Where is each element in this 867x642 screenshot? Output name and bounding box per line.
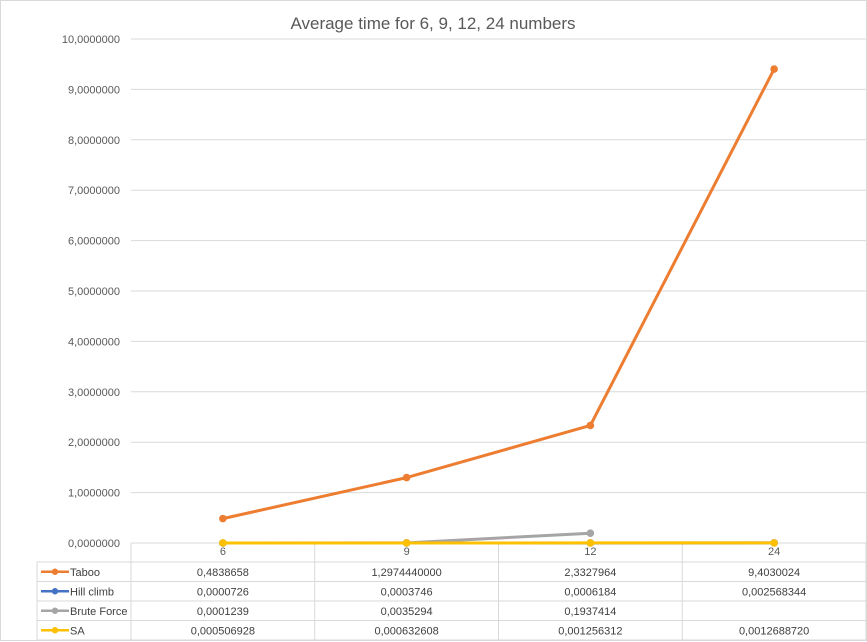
table-cell-value: 0,4838658	[197, 567, 249, 579]
series-lines	[219, 65, 778, 547]
data-point	[403, 474, 411, 482]
series-line-taboo	[223, 69, 774, 519]
table-cell-value: 1,2974440000	[371, 567, 441, 579]
y-tick-label: 5,0000000	[68, 286, 120, 298]
y-tick-label: 6,0000000	[68, 236, 120, 248]
table-cell-value: 0,001256312	[558, 625, 622, 637]
table-cell-value: 0,0006184	[564, 586, 616, 598]
gridlines	[131, 39, 866, 543]
table-cell-value: 0,1937414	[564, 606, 616, 618]
data-point	[587, 539, 595, 547]
y-tick-label: 8,0000000	[68, 135, 120, 147]
y-tick-label: 3,0000000	[68, 387, 120, 399]
chart-title: Average time for 6, 9, 12, 24 numbers	[290, 14, 575, 33]
data-point	[587, 529, 595, 537]
legend-label: SA	[70, 625, 85, 637]
y-tick-label: 7,0000000	[68, 185, 120, 197]
y-axis-ticks: 0,0000000 1,0000000 2,0000000 3,0000000 4,00…	[62, 34, 120, 550]
legend-label: Hill climb	[70, 586, 114, 598]
table-cell-value: 9,4030024	[748, 567, 800, 579]
y-tick-label: 10,0000000	[62, 34, 120, 46]
table-cell-value: 0,000506928	[191, 625, 255, 637]
data-point	[770, 65, 778, 73]
table-cell-value: 0,002568344	[742, 586, 806, 598]
data-point	[403, 539, 411, 547]
legend-key-marker	[52, 569, 58, 575]
legend-key-marker	[52, 627, 58, 633]
y-tick-label: 1,0000000	[68, 488, 120, 500]
table-cell-value: 2,3327964	[564, 567, 616, 579]
table-cell-value: 0,0001239	[197, 606, 249, 618]
x-category-label: 6	[220, 546, 226, 558]
x-category-label: 12	[584, 546, 596, 558]
y-tick-label: 4,0000000	[68, 336, 120, 348]
table-cell-value: 0,0000726	[197, 586, 249, 598]
table-cell-value: 0,0035294	[381, 606, 433, 618]
table-cell-value: 0,0003746	[381, 586, 433, 598]
y-tick-label: 9,0000000	[68, 84, 120, 96]
x-category-label: 9	[404, 546, 410, 558]
legend-key-marker	[52, 608, 58, 614]
data-point	[770, 539, 778, 547]
table-cell-value: 0,000632608	[375, 625, 439, 637]
data-point	[219, 539, 227, 547]
y-tick-label: 0,0000000	[68, 538, 120, 550]
data-point	[219, 515, 227, 523]
legend-label: Taboo	[70, 567, 100, 579]
data-table: 6 9 12 24 Taboo 0,4838658 1,2974440000 2,332796…	[37, 543, 866, 640]
table-cell-value: 0,0012688720	[739, 625, 809, 637]
x-category-label: 24	[768, 546, 780, 558]
y-tick-label: 2,0000000	[68, 437, 120, 449]
data-point	[587, 422, 595, 430]
legend-label: Brute Force	[70, 606, 127, 618]
legend-key-marker	[52, 588, 58, 594]
